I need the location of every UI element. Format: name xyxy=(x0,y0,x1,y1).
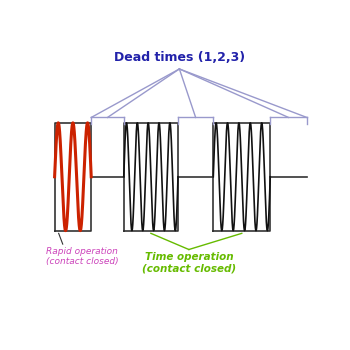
Text: Rapid operation
(contact closed): Rapid operation (contact closed) xyxy=(47,247,119,266)
Text: Time operation
(contact closed): Time operation (contact closed) xyxy=(142,252,236,274)
Text: Dead times (1,2,3): Dead times (1,2,3) xyxy=(114,50,245,64)
